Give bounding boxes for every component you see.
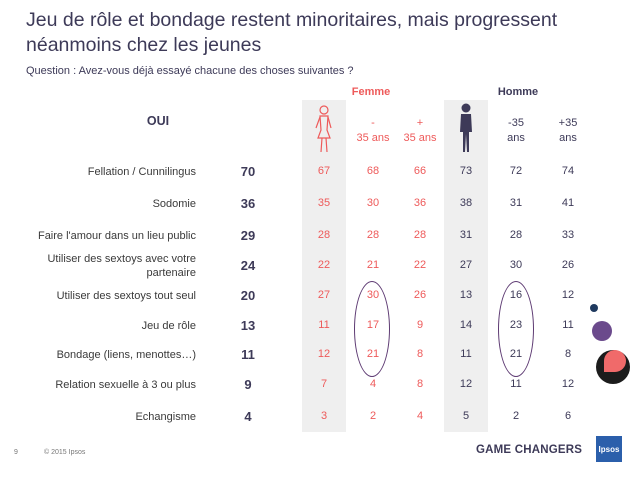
table-cell: 11 [562,319,574,331]
table-cell: 12 [317,348,331,360]
table-cell: 31 [509,197,523,209]
subhead-homme-moins-35: -35 ans [494,116,538,146]
table-cell: 3 [320,410,328,422]
table-cell: 11 [510,378,522,390]
table-cell: 13 [459,289,473,301]
table-cell: 4 [369,378,377,390]
ipsos-logo-text: Ipsos [598,444,620,454]
row-total: 4 [244,409,252,424]
row-total: 13 [240,318,256,333]
table-cell: 11 [318,319,330,331]
table-cell: 12 [459,378,473,390]
table-cell: 36 [413,197,427,209]
table-cell: 8 [416,348,424,360]
table-cell: 2 [369,410,377,422]
page-number: 9 [14,449,18,456]
table-cell: 7 [320,378,328,390]
table-cell: 31 [459,229,473,241]
row-label: Relation sexuelle à 3 ou plus [55,379,196,391]
row-total: 11 [241,347,255,362]
table-cell: 72 [509,165,523,177]
male-column-shade [444,100,488,432]
copyright: © 2015 Ipsos [44,449,86,456]
table-cell: 26 [413,289,427,301]
table-cell: 26 [561,259,575,271]
subhead-line: ans [559,132,577,144]
table-cell: 2 [512,410,520,422]
table-cell: 67 [317,165,331,177]
row-label: Sodomie [152,198,196,210]
table-cell: 73 [459,165,473,177]
subhead-homme-plus-35: +35 ans [546,116,590,146]
subhead-femme-moins-35: - 35 ans [351,116,395,146]
table-cell: 4 [416,410,424,422]
row-total: 24 [240,258,256,273]
table-cell: 5 [462,410,470,422]
group-label-femme: Femme [351,86,391,98]
table-cell: 9 [416,319,424,331]
female-figure-icon [315,105,332,153]
row-label: Jeu de rôle [141,320,196,332]
row-total: 20 [240,288,256,303]
table-cell: 30 [366,197,380,209]
table-cell: 12 [561,378,575,390]
subhead-femme-plus-35: + 35 ans [398,116,442,146]
subhead-line: 35 ans [403,132,437,144]
table-cell: 14 [459,319,473,331]
table-cell: 11 [460,348,472,360]
row-total: 9 [244,377,252,392]
row-label: Faire l'amour dans un lieu public [37,230,196,242]
table-cell: 21 [366,259,380,271]
row-total: 70 [240,164,256,179]
decorative-circle-purple [592,321,612,341]
table-cell: 28 [366,229,380,241]
total-column-header: OUI [146,114,170,128]
table-cell: 22 [317,259,331,271]
page-title: Jeu de rôle et bondage restent minoritai… [26,9,558,56]
row-label: Utiliser des sextoys avec votre partenai… [47,253,196,279]
table-cell: 28 [509,229,523,241]
table-cell: 33 [561,229,575,241]
highlight-ellipse-homme-moins-35 [498,281,534,377]
decorative-circle-coral [604,350,626,372]
table-cell: 8 [416,378,424,390]
table-cell: 27 [459,259,473,271]
row-total: 29 [240,228,256,243]
table-cell: 6 [564,410,572,422]
table-cell: 12 [561,289,575,301]
highlight-ellipse-femme-moins-35 [354,281,390,377]
decorative-dot [590,304,598,312]
ipsos-logo: Ipsos [596,436,622,462]
row-label: Echangisme [135,411,196,423]
question-text: Question : Avez-vous déjà essayé chacune… [26,65,354,77]
subhead-line: + [416,117,424,129]
table-cell: 28 [413,229,427,241]
game-changers-tagline: GAME CHANGERS [476,444,583,456]
male-figure-icon [460,103,472,152]
subhead-line: 35 ans [356,132,390,144]
subhead-line: -35 [508,117,524,129]
table-cell: 8 [564,348,572,360]
row-label: Bondage (liens, menottes…) [56,349,196,361]
table-cell: 66 [413,165,427,177]
table-cell: 68 [366,165,380,177]
table-cell: 22 [413,259,427,271]
table-cell: 74 [561,165,575,177]
row-total: 36 [240,196,256,211]
table-cell: 28 [317,229,331,241]
row-label: Utiliser des sextoys tout seul [56,290,196,302]
subhead-line: ans [507,132,525,144]
female-column-shade [302,100,346,432]
table-cell: 27 [317,289,331,301]
subhead-line: +35 [558,117,578,129]
table-cell: 35 [317,197,331,209]
table-cell: 30 [509,259,523,271]
row-label: Fellation / Cunnilingus [87,166,196,178]
table-cell: 38 [459,197,473,209]
group-label-homme: Homme [497,86,539,98]
table-cell: 41 [561,197,575,209]
subhead-line: - [371,117,375,129]
